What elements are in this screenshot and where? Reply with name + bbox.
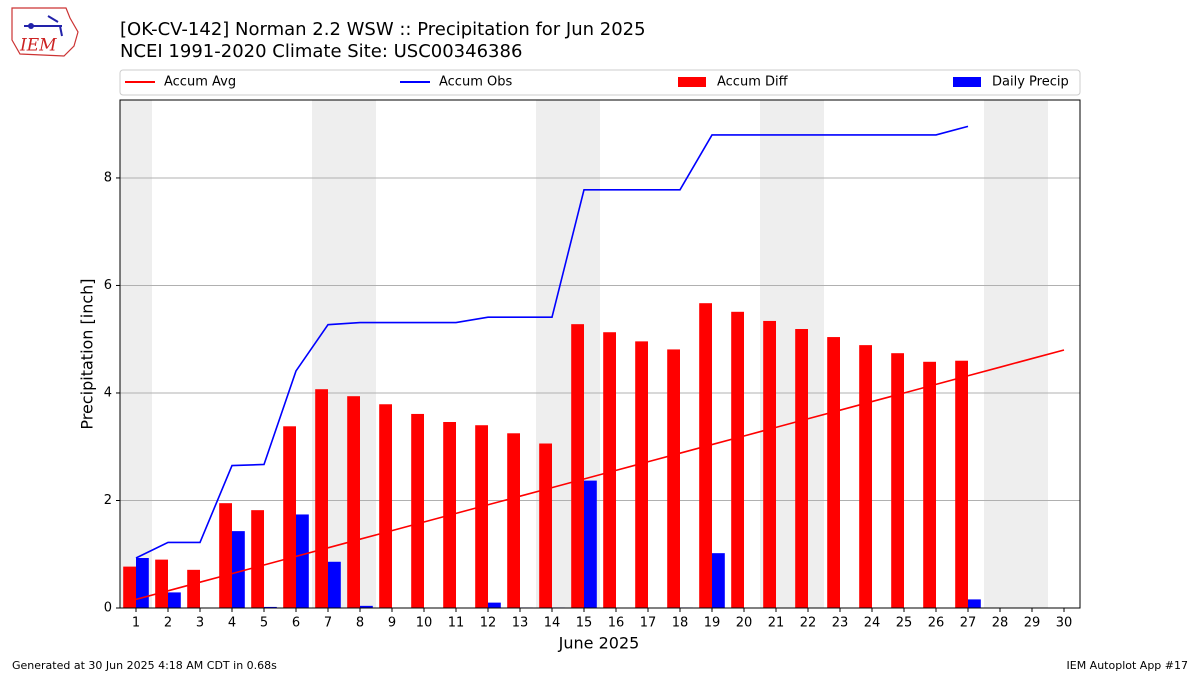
bar bbox=[136, 558, 149, 608]
bar bbox=[891, 353, 904, 608]
bar bbox=[859, 345, 872, 608]
bar bbox=[923, 361, 936, 608]
legend-label: Accum Obs bbox=[439, 75, 512, 90]
x-tick-label: 19 bbox=[704, 616, 721, 631]
legend-label: Accum Diff bbox=[717, 75, 789, 90]
x-axis-label: June 2025 bbox=[558, 634, 640, 653]
bar bbox=[264, 606, 277, 608]
x-tick-label: 14 bbox=[544, 616, 561, 631]
footer-right: IEM Autoplot App #17 bbox=[1067, 659, 1189, 672]
legend-label: Accum Avg bbox=[164, 75, 236, 90]
x-tick-label: 2 bbox=[164, 616, 172, 631]
bar bbox=[968, 599, 981, 608]
x-tick-label: 26 bbox=[928, 616, 945, 631]
bar bbox=[667, 349, 680, 608]
legend-box bbox=[119, 69, 1081, 96]
x-tick-label: 5 bbox=[260, 616, 268, 631]
x-tick-label: 29 bbox=[1024, 616, 1041, 631]
legend-label: Daily Precip bbox=[992, 75, 1069, 90]
legend-swatch bbox=[953, 77, 981, 87]
bar bbox=[635, 341, 648, 608]
x-tick-label: 10 bbox=[416, 616, 433, 631]
x-tick-label: 11 bbox=[448, 616, 465, 631]
x-tick-label: 21 bbox=[768, 616, 785, 631]
bar bbox=[283, 426, 296, 608]
bar bbox=[763, 320, 776, 608]
y-axis-label: Precipitation [inch] bbox=[78, 278, 97, 429]
x-tick-label: 3 bbox=[196, 616, 204, 631]
line-series bbox=[135, 125, 969, 559]
bar bbox=[827, 337, 840, 608]
bar bbox=[251, 510, 264, 608]
bar bbox=[475, 425, 488, 608]
legend-swatch bbox=[678, 77, 706, 87]
x-tick-label: 27 bbox=[960, 616, 977, 631]
bar bbox=[507, 433, 520, 608]
bar bbox=[347, 396, 360, 608]
x-tick-label: 6 bbox=[292, 616, 300, 631]
bar bbox=[296, 514, 309, 608]
logo-dot bbox=[28, 23, 34, 29]
x-tick-label: 9 bbox=[388, 616, 396, 631]
x-tick-label: 23 bbox=[832, 616, 849, 631]
weekend-shade bbox=[984, 100, 1016, 608]
x-tick-label: 17 bbox=[640, 616, 657, 631]
bar bbox=[168, 592, 181, 608]
bar bbox=[232, 531, 245, 608]
bar bbox=[123, 566, 136, 608]
x-tick-label: 1 bbox=[132, 616, 140, 631]
bar bbox=[795, 329, 808, 608]
chart-title: [OK-CV-142] Norman 2.2 WSW :: Precipitat… bbox=[120, 19, 646, 40]
y-tick-label: 8 bbox=[104, 170, 112, 185]
x-tick-label: 4 bbox=[228, 616, 236, 631]
weekend-shade bbox=[120, 100, 152, 608]
x-tick-label: 12 bbox=[480, 616, 497, 631]
y-tick-label: 6 bbox=[104, 278, 112, 293]
bar bbox=[379, 404, 392, 608]
x-tick-label: 16 bbox=[608, 616, 625, 631]
y-tick-label: 4 bbox=[104, 385, 112, 400]
weekend-shade bbox=[1016, 100, 1048, 608]
bar bbox=[411, 413, 424, 608]
logo-text: IEM bbox=[19, 36, 57, 56]
x-tick-label: 24 bbox=[864, 616, 881, 631]
bar bbox=[699, 303, 712, 608]
bar bbox=[315, 389, 328, 608]
legend: Accum Avg Accum Obs Accum Diff Daily Precip bbox=[119, 69, 1081, 96]
x-tick-label: 13 bbox=[512, 616, 529, 631]
bar bbox=[539, 443, 552, 608]
x-tick-label: 15 bbox=[576, 616, 593, 631]
line-series bbox=[135, 349, 1065, 601]
logo: IEM bbox=[11, 7, 79, 57]
y-tick-label: 0 bbox=[104, 601, 112, 616]
x-tick-label: 25 bbox=[896, 616, 913, 631]
bar bbox=[328, 561, 341, 608]
y-tick-label: 2 bbox=[104, 493, 112, 508]
bar bbox=[731, 311, 744, 608]
bar bbox=[155, 559, 168, 608]
x-tick-label: 30 bbox=[1056, 616, 1073, 631]
logo-outline bbox=[11, 7, 79, 57]
bar bbox=[219, 503, 232, 608]
bar bbox=[584, 480, 597, 608]
bar bbox=[187, 569, 200, 608]
x-tick-label: 18 bbox=[672, 616, 689, 631]
plot-frame bbox=[119, 99, 1081, 609]
x-tick-label: 28 bbox=[992, 616, 1009, 631]
bar bbox=[571, 324, 584, 608]
bar bbox=[955, 360, 968, 608]
x-tick-label: 8 bbox=[356, 616, 364, 631]
bar bbox=[488, 602, 501, 608]
bar bbox=[603, 332, 616, 608]
x-tick-label: 20 bbox=[736, 616, 753, 631]
x-tick-label: 7 bbox=[324, 616, 332, 631]
chart-subtitle: NCEI 1991-2020 Climate Site: USC00346386 bbox=[120, 41, 522, 62]
bar bbox=[360, 605, 373, 608]
footer-left: Generated at 30 Jun 2025 4:18 AM CDT in … bbox=[12, 659, 277, 672]
bar bbox=[712, 553, 725, 608]
x-tick-label: 22 bbox=[800, 616, 817, 631]
